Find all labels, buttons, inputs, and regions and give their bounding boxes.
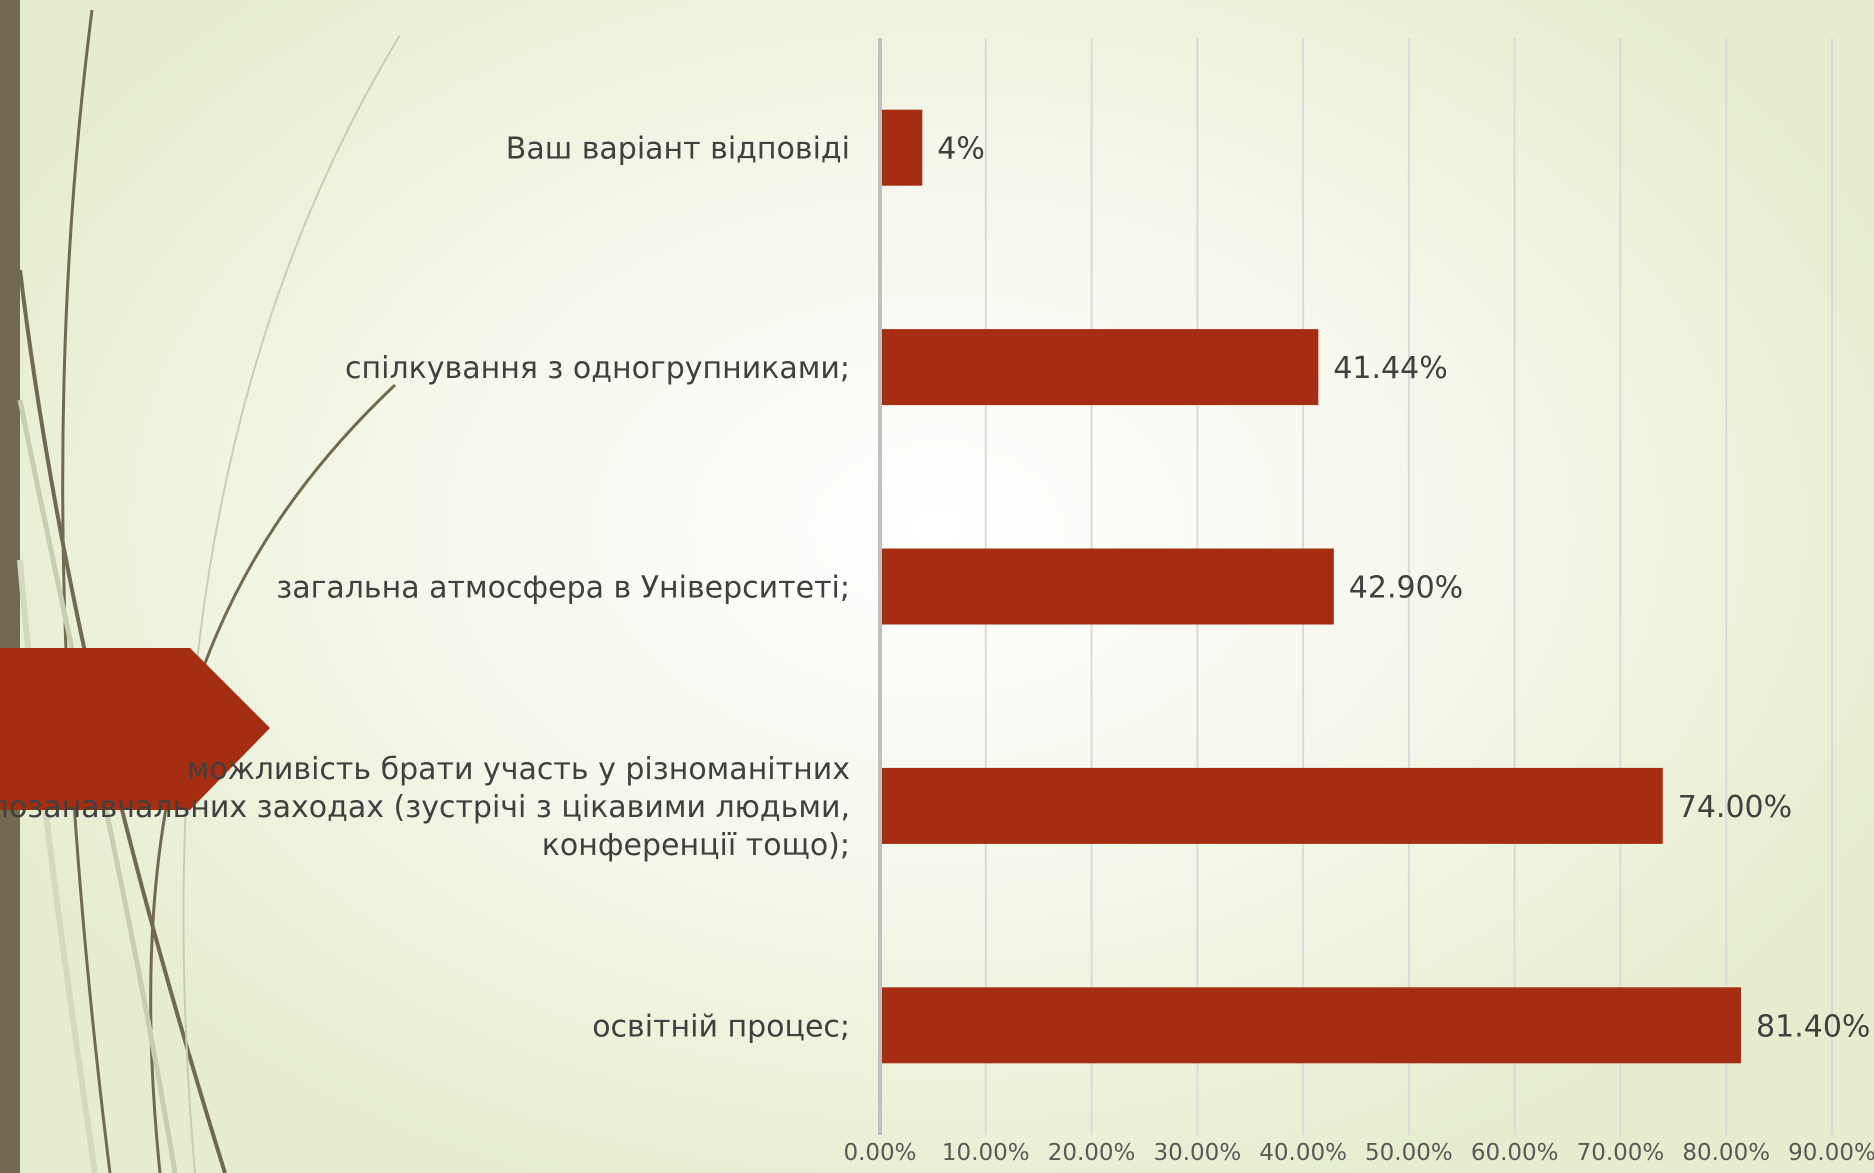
data-labels: 81.40% 74.00% 42.90% 41.44% 4% [937, 132, 1870, 1045]
x-tick-label: 50.00% [1365, 1140, 1453, 1166]
red-arrow-banner [0, 648, 270, 810]
x-tick-label: 90.00% [1788, 1140, 1874, 1166]
category-label-line: позанавчальних заходах (зустрічі з цікав… [0, 790, 850, 825]
category-label-line: конференції тощо); [542, 828, 850, 863]
category-label-line: загальна атмосфера в Університеті; [276, 571, 850, 606]
category-label: освітній процес; [592, 1009, 850, 1044]
bar [882, 987, 1742, 1064]
data-label: 41.44% [1333, 351, 1447, 386]
bar [882, 109, 923, 186]
x-tick-label: 60.00% [1471, 1140, 1559, 1166]
x-tick-label: 0.00% [843, 1140, 916, 1166]
x-tick-label: 10.00% [942, 1140, 1030, 1166]
category-label-line: освітній процес; [592, 1009, 850, 1044]
bar [882, 329, 1319, 406]
category-label-line: спілкування з одногрупниками; [345, 351, 850, 386]
x-tick-label: 30.00% [1153, 1140, 1241, 1166]
x-axis-ticks: 0.00% 10.00% 20.00% 30.00% 40.00% 50.00% 60.00… [843, 1140, 1874, 1166]
category-label: спілкування з одногрупниками; [345, 351, 850, 386]
category-label-line: можливість брати участь у різноманітних [187, 752, 850, 787]
x-tick-label: 70.00% [1577, 1140, 1665, 1166]
data-label: 81.40% [1756, 1009, 1870, 1044]
bar [882, 767, 1663, 844]
category-label: загальна атмосфера в Університеті; [276, 571, 850, 606]
x-tick-label: 20.00% [1048, 1140, 1136, 1166]
category-labels: освітній процес; можливість брати участь … [0, 132, 850, 1045]
data-label: 4% [937, 132, 985, 167]
x-tick-label: 80.00% [1682, 1140, 1770, 1166]
left-sidebar-bar [0, 0, 20, 1173]
category-label: Ваш варіант відповіді [506, 132, 850, 167]
x-tick-label: 40.00% [1259, 1140, 1347, 1166]
data-label: 74.00% [1678, 790, 1792, 825]
bar [882, 548, 1334, 625]
category-label-line: Ваш варіант відповіді [506, 132, 850, 167]
data-label: 42.90% [1349, 571, 1463, 606]
category-label: можливість брати участь у різноманітнихп… [0, 752, 850, 863]
bars [882, 109, 1742, 1064]
